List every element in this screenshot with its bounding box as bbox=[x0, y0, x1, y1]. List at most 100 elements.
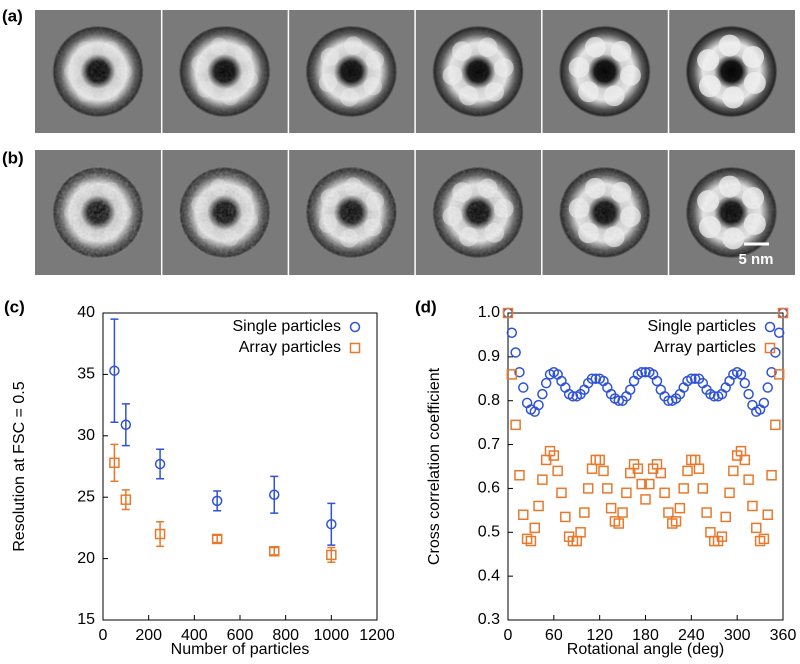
marker bbox=[529, 522, 540, 534]
marker bbox=[525, 535, 537, 547]
marker bbox=[326, 518, 337, 530]
marker bbox=[674, 502, 686, 514]
x-tick-label: 60 bbox=[545, 627, 563, 644]
marker bbox=[154, 458, 166, 470]
y-tick-label: 40 bbox=[77, 304, 95, 321]
particle-image bbox=[432, 166, 525, 259]
marker bbox=[640, 494, 651, 505]
marker bbox=[624, 384, 636, 395]
marker bbox=[655, 467, 667, 479]
x-tick-label: 400 bbox=[181, 627, 208, 644]
x-axis-label: Number of particles bbox=[171, 641, 310, 658]
y-tick-label: 15 bbox=[77, 611, 95, 628]
error-bar bbox=[270, 475, 279, 514]
y-tick-label: 30 bbox=[77, 427, 95, 444]
particle-image bbox=[558, 166, 651, 259]
marker bbox=[594, 454, 605, 466]
legend-marker bbox=[349, 342, 361, 354]
x-tick-label: 1000 bbox=[314, 627, 350, 644]
scale-bar-label: 5 nm bbox=[738, 251, 773, 268]
marker bbox=[556, 487, 567, 499]
error-bar bbox=[213, 534, 222, 544]
marker bbox=[701, 507, 712, 518]
x-tick-label: 0 bbox=[504, 627, 513, 644]
marker bbox=[579, 507, 590, 518]
marker bbox=[514, 470, 525, 481]
panel-label: (d) bbox=[415, 297, 437, 316]
marker bbox=[552, 465, 563, 477]
x-tick-label: 300 bbox=[724, 627, 751, 644]
legend-marker bbox=[764, 321, 776, 333]
marker bbox=[651, 375, 663, 387]
marker bbox=[537, 388, 548, 400]
marker bbox=[510, 347, 521, 358]
panel-label: (c) bbox=[4, 297, 25, 316]
y-tick-label: 1.0 bbox=[478, 304, 500, 321]
error-bar bbox=[121, 403, 130, 447]
marker bbox=[613, 518, 625, 529]
error-bar bbox=[110, 443, 119, 482]
marker bbox=[120, 494, 132, 505]
marker bbox=[518, 382, 529, 393]
error-bar bbox=[327, 502, 336, 546]
particle-image bbox=[685, 166, 778, 259]
particle-image bbox=[178, 25, 271, 118]
y-axis-label: Cross correlation coefficient bbox=[426, 367, 443, 565]
marker bbox=[109, 457, 120, 469]
marker bbox=[502, 307, 514, 319]
marker bbox=[770, 419, 781, 431]
marker bbox=[567, 391, 579, 402]
legend-label: Array particles bbox=[239, 339, 341, 356]
marker bbox=[586, 463, 598, 474]
marker bbox=[682, 465, 693, 477]
marker bbox=[724, 487, 735, 499]
particle-noise bbox=[432, 25, 525, 118]
x-tick-label: 360 bbox=[770, 627, 797, 644]
particle-image bbox=[432, 25, 525, 118]
y-tick-label: 0.4 bbox=[478, 567, 500, 584]
y-tick-label: 0.6 bbox=[478, 480, 500, 497]
marker bbox=[693, 463, 705, 474]
x-tick-label: 200 bbox=[135, 627, 162, 644]
y-tick-label: 0.5 bbox=[478, 524, 500, 541]
marker bbox=[689, 373, 701, 385]
particle-noise bbox=[178, 25, 271, 118]
marker bbox=[739, 377, 751, 389]
marker bbox=[705, 527, 716, 538]
marker bbox=[678, 483, 689, 494]
marker bbox=[636, 478, 647, 490]
particle-image bbox=[558, 25, 651, 118]
marker bbox=[766, 470, 777, 481]
particle-image bbox=[52, 166, 144, 259]
marker bbox=[697, 483, 709, 494]
marker bbox=[640, 366, 651, 378]
marker bbox=[632, 463, 644, 474]
particle-noise bbox=[558, 166, 651, 259]
legend-label: Array particles bbox=[654, 339, 756, 356]
marker bbox=[211, 495, 223, 507]
y-tick-label: 0.8 bbox=[478, 392, 500, 409]
x-tick-label: 0 bbox=[99, 627, 108, 644]
image-panels bbox=[35, 10, 795, 275]
marker bbox=[735, 369, 747, 380]
marker bbox=[533, 500, 544, 512]
x-tick-label: 180 bbox=[632, 627, 659, 644]
x-tick-label: 600 bbox=[227, 627, 254, 644]
marker bbox=[621, 487, 632, 499]
x-tick-label: 240 bbox=[678, 627, 705, 644]
marker bbox=[758, 397, 770, 409]
marker bbox=[663, 395, 674, 406]
marker bbox=[154, 528, 166, 540]
x-tick-label: 120 bbox=[586, 627, 613, 644]
marker bbox=[537, 474, 548, 485]
marker bbox=[590, 373, 602, 385]
marker bbox=[560, 511, 571, 523]
marker bbox=[773, 369, 785, 380]
y-axis-label: Resolution at FSC = 0.5 bbox=[11, 381, 28, 551]
marker bbox=[743, 388, 754, 400]
marker bbox=[720, 511, 731, 523]
marker bbox=[751, 522, 762, 534]
error-bar bbox=[213, 490, 222, 512]
particle-noise bbox=[178, 166, 271, 259]
